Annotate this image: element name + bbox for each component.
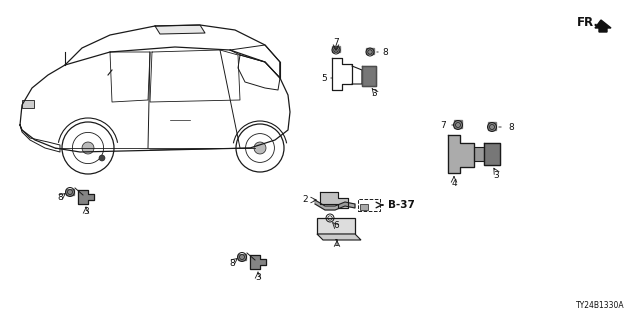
Polygon shape — [448, 135, 474, 173]
Text: 7: 7 — [440, 121, 446, 130]
Text: TY24B1330A: TY24B1330A — [577, 301, 625, 310]
Polygon shape — [315, 200, 355, 210]
Polygon shape — [332, 46, 340, 52]
Polygon shape — [78, 190, 94, 204]
Text: FR.: FR. — [577, 15, 599, 28]
Polygon shape — [454, 120, 462, 128]
Bar — [360, 204, 368, 210]
Polygon shape — [66, 189, 74, 195]
Polygon shape — [484, 143, 500, 165]
Bar — [317, 218, 355, 234]
Text: 3: 3 — [493, 171, 499, 180]
Polygon shape — [488, 122, 496, 130]
Text: 5: 5 — [321, 74, 327, 83]
Text: 6: 6 — [333, 221, 339, 230]
Polygon shape — [250, 255, 266, 269]
Bar — [358, 199, 380, 211]
Polygon shape — [320, 192, 348, 208]
Circle shape — [254, 142, 266, 154]
Text: 8: 8 — [508, 123, 514, 132]
Bar — [474, 147, 484, 161]
Polygon shape — [155, 25, 205, 34]
Polygon shape — [366, 48, 374, 54]
Text: B-37: B-37 — [388, 200, 415, 210]
Polygon shape — [595, 20, 611, 32]
Text: 3: 3 — [255, 273, 261, 282]
Circle shape — [99, 155, 105, 161]
Polygon shape — [362, 66, 376, 86]
Text: 7: 7 — [333, 37, 339, 46]
Text: 3: 3 — [83, 207, 89, 217]
Text: 2: 2 — [302, 196, 308, 204]
Text: 8: 8 — [382, 47, 388, 57]
Polygon shape — [317, 234, 361, 240]
Bar — [22, 100, 34, 108]
Text: 8: 8 — [229, 259, 235, 268]
Text: 1: 1 — [334, 238, 340, 247]
Circle shape — [82, 142, 94, 154]
Text: 3: 3 — [371, 89, 377, 98]
Text: 8: 8 — [57, 194, 63, 203]
Text: 4: 4 — [451, 179, 457, 188]
Polygon shape — [238, 254, 246, 260]
